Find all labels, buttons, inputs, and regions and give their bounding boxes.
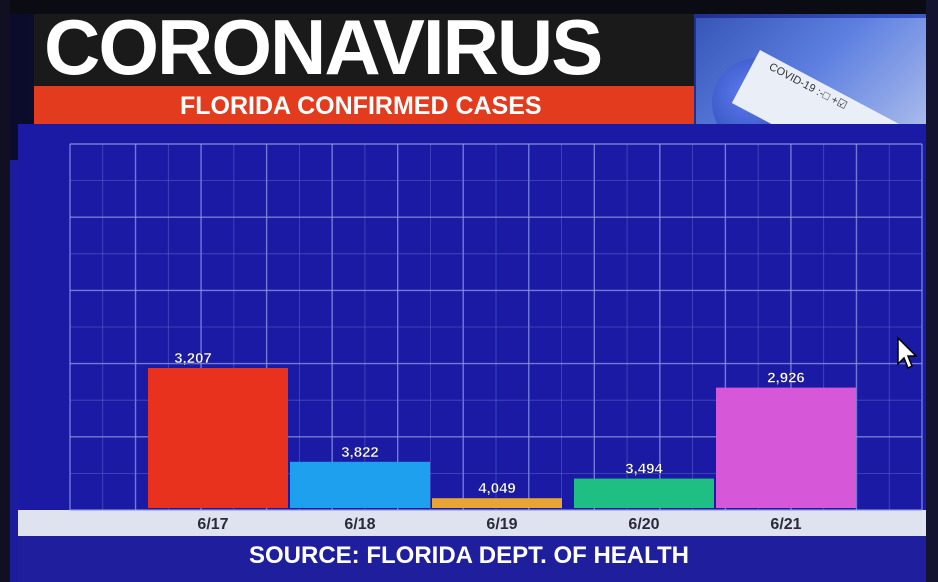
- x-tick-label-6-17: 6/17: [197, 516, 228, 533]
- data-label-6-19: 4,049: [478, 480, 516, 497]
- banner-title: CORONAVIRUS: [44, 3, 603, 91]
- source-text: SOURCE: FLORIDA DEPT. OF HEALTH: [249, 542, 689, 569]
- tv-bezel-top: [0, 0, 938, 14]
- data-label-6-17: 3,207: [174, 350, 212, 367]
- data-label-6-18: 3,822: [341, 444, 379, 461]
- data-label-6-21: 2,926: [767, 370, 805, 387]
- source-strip: [18, 536, 926, 582]
- x-axis-strip: [18, 510, 926, 536]
- mouse-cursor-icon: [897, 336, 918, 370]
- banner-subtitle: FLORIDA CONFIRMED CASES: [180, 92, 542, 120]
- tv-bezel-left: [0, 0, 10, 582]
- tv-bezel-right: [926, 0, 938, 582]
- data-label-6-20: 3,494: [625, 461, 663, 478]
- bar-6-18: [290, 461, 430, 508]
- bar-6-17: [148, 368, 288, 508]
- x-tick-label-6-19: 6/19: [486, 516, 517, 533]
- bar-6-20: [574, 478, 714, 508]
- x-tick-label-6-18: 6/18: [344, 516, 375, 533]
- x-tick-label-6-20: 6/20: [628, 516, 659, 533]
- subtitle-bar: [34, 86, 694, 130]
- chart-grid: [69, 143, 923, 511]
- bar-6-19: [432, 498, 562, 508]
- bar-6-21: [716, 387, 856, 508]
- x-tick-label-6-21: 6/21: [770, 516, 801, 533]
